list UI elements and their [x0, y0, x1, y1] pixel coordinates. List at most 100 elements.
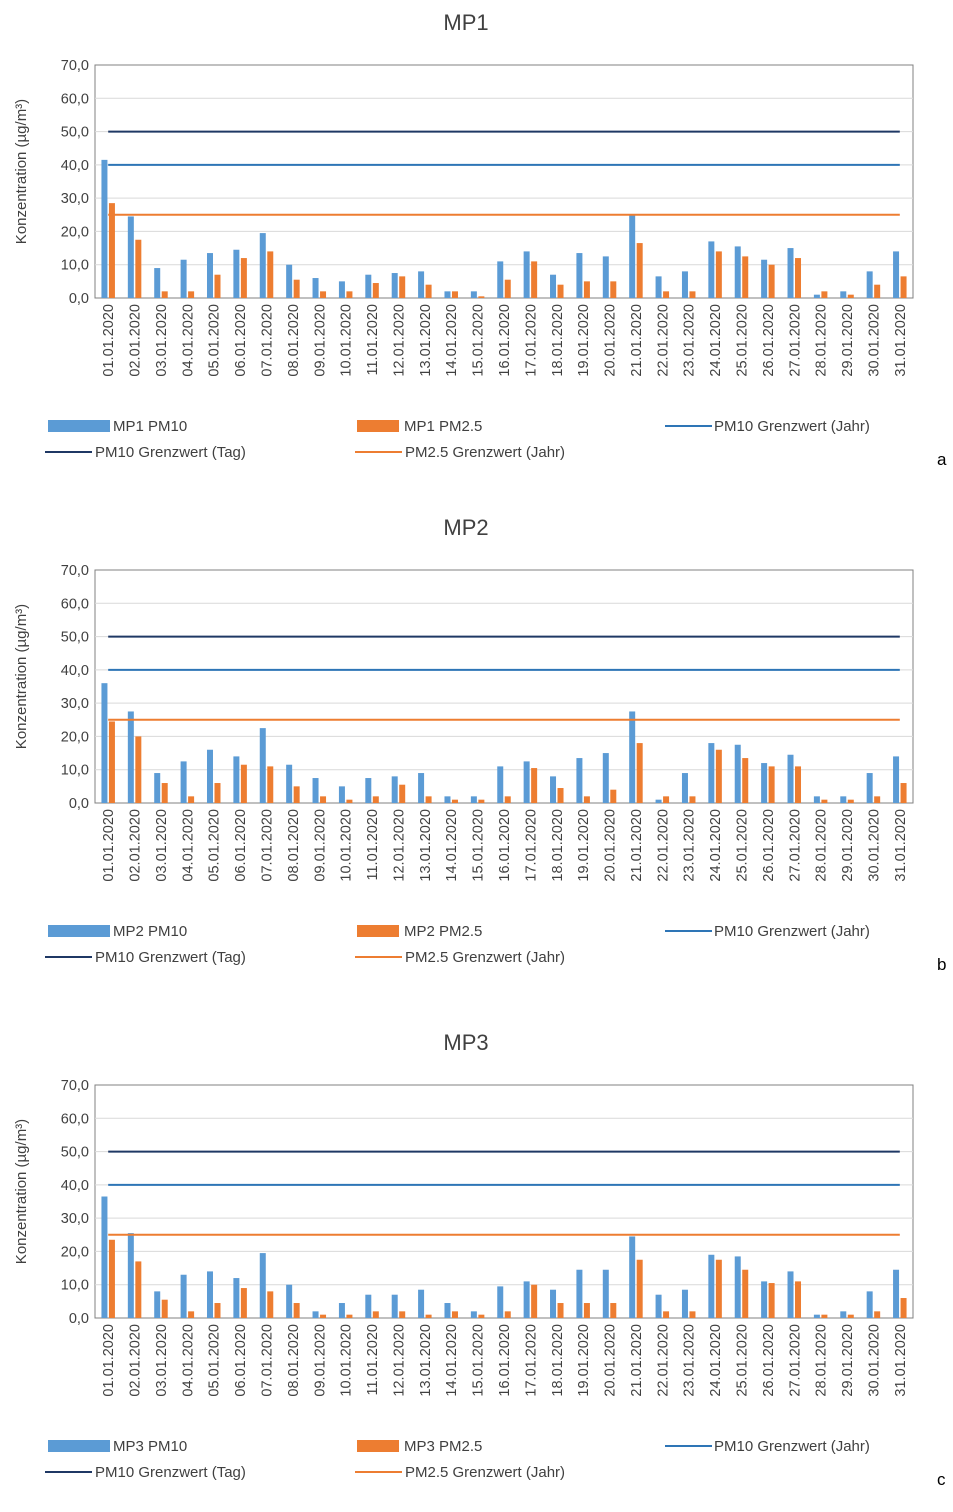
pm10-bar: [444, 796, 451, 803]
x-tick-label: 25.01.2020: [734, 1324, 750, 1397]
pm25-bar: [425, 1314, 432, 1318]
x-tick-label: 05.01.2020: [207, 809, 223, 882]
pm25-bar: [636, 1259, 643, 1318]
pm10-bar: [840, 796, 847, 803]
pm25-bar: [346, 799, 353, 803]
x-tick-label: 31.01.2020: [893, 809, 909, 882]
pm25-bar: [821, 799, 828, 803]
x-tick-label: 01.01.2020: [101, 1324, 117, 1397]
x-tick-label: 22.01.2020: [655, 304, 671, 377]
x-tick-label: 06.01.2020: [233, 809, 249, 882]
pm25-bar: [663, 1311, 670, 1318]
pm10-bar: [233, 1278, 240, 1318]
pm25-bar: [821, 1314, 828, 1318]
legend-label-pm10-annual: PM10 Grenzwert (Jahr): [714, 1438, 870, 1455]
x-tick-label: 13.01.2020: [418, 809, 434, 882]
pm25-bar: [267, 251, 274, 298]
pm10-bar: [523, 251, 530, 298]
x-tick-label: 20.01.2020: [603, 809, 619, 882]
x-tick-label: 23.01.2020: [682, 304, 698, 377]
pm10-bar: [681, 773, 688, 803]
legend-label-pm25-annual: PM2.5 Grenzwert (Jahr): [405, 1464, 565, 1481]
pm25-bar: [293, 1303, 300, 1318]
pm25-bar: [900, 1298, 907, 1318]
pm25-bar: [874, 284, 881, 298]
pm25-bar: [240, 764, 247, 803]
pm10-bar: [259, 728, 266, 803]
pm10-bar: [629, 1236, 636, 1318]
panel-letter: a: [937, 450, 947, 469]
x-tick-label: 20.01.2020: [603, 304, 619, 377]
pm25-bar: [320, 291, 327, 298]
y-tick-label: 0,0: [69, 796, 89, 812]
y-tick-label: 40,0: [61, 663, 89, 679]
chart-svg-mp1: MP1 0,0 10,0 20,0 30,0 40,0 50,0 60,0 70,0 Konzen…: [13, 10, 947, 469]
x-tick-label: 09.01.2020: [312, 304, 328, 377]
x-tick-label: 19.01.2020: [576, 809, 592, 882]
pm10-bar: [866, 271, 873, 298]
pm10-bar: [180, 259, 187, 298]
pm25-bar: [768, 766, 775, 803]
x-tick-label: 14.01.2020: [444, 809, 460, 882]
pm10-bar: [101, 683, 108, 803]
y-tick-label: 30,0: [61, 191, 89, 207]
legend-label-pm10-annual: PM10 Grenzwert (Jahr): [714, 418, 870, 435]
x-tick-label: 30.01.2020: [866, 809, 882, 882]
x-tick-label: 29.01.2020: [840, 809, 856, 882]
pm10-bar: [312, 278, 319, 298]
x-tick-label: 15.01.2020: [471, 304, 487, 377]
pm10-bar: [338, 786, 345, 803]
chart-title: MP2: [443, 515, 488, 540]
pm10-bar: [550, 1289, 557, 1318]
pm25-bar: [346, 291, 353, 298]
pm25-bar: [689, 1311, 696, 1318]
pm10-bar: [655, 799, 662, 803]
pm10-bar: [734, 744, 741, 803]
pm10-bar: [127, 711, 134, 803]
pm10-bar: [576, 253, 583, 298]
legend-swatch-pm25: [357, 420, 399, 432]
x-tick-label: 20.01.2020: [603, 1324, 619, 1397]
pm25-bar: [425, 796, 432, 803]
x-tick-label: 08.01.2020: [286, 304, 302, 377]
y-tick-label: 20,0: [61, 729, 89, 745]
x-tick-label: 27.01.2020: [787, 1324, 803, 1397]
y-tick-label: 20,0: [61, 1244, 89, 1260]
pm25-bar: [399, 784, 406, 803]
x-tick-label: 28.01.2020: [814, 809, 830, 882]
pm25-bar: [795, 1281, 802, 1318]
chart-panel-c: MP3 0,0 10,0 20,0 30,0 40,0 50,0 60,0 70,0 Konzen…: [0, 1020, 953, 1512]
pm10-bar: [259, 233, 266, 298]
pm25-bar: [320, 796, 327, 803]
pm25-bar: [214, 274, 221, 298]
chart-title: MP3: [443, 1030, 488, 1055]
x-tick-label: 28.01.2020: [814, 1324, 830, 1397]
pm10-bar: [840, 291, 847, 298]
x-tick-label: 07.01.2020: [260, 809, 276, 882]
legend-label-pm25-annual: PM2.5 Grenzwert (Jahr): [405, 444, 565, 461]
pm25-bar: [689, 291, 696, 298]
pm25-bar: [583, 1303, 590, 1318]
legend-label-pm25: MP2 PM2.5: [404, 923, 482, 940]
x-tick-label: 25.01.2020: [734, 304, 750, 377]
pm10-bar: [154, 773, 161, 803]
pm25-bar: [399, 1311, 406, 1318]
pm25-bar: [451, 291, 458, 298]
y-tick-label: 60,0: [61, 596, 89, 612]
pm25-bar: [267, 766, 274, 803]
legend-label-pm25: MP1 PM2.5: [404, 418, 482, 435]
y-tick-label: 60,0: [61, 91, 89, 107]
pm25-bar: [320, 1314, 327, 1318]
x-tick-label: 27.01.2020: [787, 304, 803, 377]
pm25-bar: [188, 1311, 195, 1318]
pm25-bar: [742, 256, 749, 298]
pm10-bar: [866, 773, 873, 803]
pm25-bar: [346, 1314, 353, 1318]
pm25-bar: [742, 758, 749, 803]
x-tick-label: 21.01.2020: [629, 304, 645, 377]
pm25-bar: [161, 291, 168, 298]
pm25-bar: [372, 796, 379, 803]
legend-swatch-pm10: [48, 925, 110, 937]
x-tick-label: 09.01.2020: [312, 1324, 328, 1397]
x-tick-label: 08.01.2020: [286, 809, 302, 882]
